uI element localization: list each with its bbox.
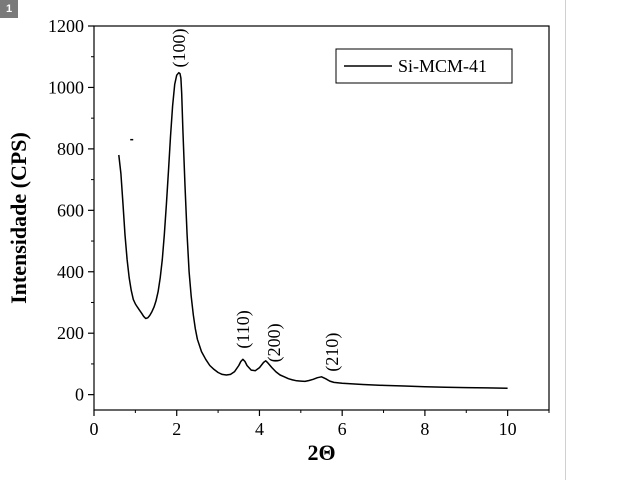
x-tick-label: 8 xyxy=(420,419,429,439)
peak-label: (110) xyxy=(233,310,254,348)
frame-border xyxy=(565,0,566,480)
annotations: (100) (110) (200) (210) xyxy=(169,29,343,372)
y-tick-label: 200 xyxy=(57,323,84,343)
y-axis-title: Intensidade (CPS) xyxy=(6,132,31,304)
y-tick-label: 1200 xyxy=(48,16,84,36)
x-tick-label: 0 xyxy=(90,419,99,439)
figure-number-badge: 1 xyxy=(0,0,18,18)
y-tick-label: 0 xyxy=(75,385,84,405)
x-tick-label: 2 xyxy=(172,419,181,439)
ticks: 0 2 4 6 8 10 0 200 400 600 800 1000 1200 xyxy=(48,16,550,439)
peak-label: (100) xyxy=(169,29,190,68)
series-line-si-mcm-41 xyxy=(118,71,508,389)
x-axis-title: 2Θ xyxy=(307,440,335,465)
y-tick-label: 800 xyxy=(57,139,84,159)
axes xyxy=(93,25,550,411)
y-tick-label: 400 xyxy=(57,262,84,282)
peak-label: (200) xyxy=(264,323,285,362)
y-tick-label: 600 xyxy=(57,200,84,220)
x-tick-label: 6 xyxy=(338,419,347,439)
legend-entry: Si-MCM-41 xyxy=(398,56,487,76)
y-tick-label: 1000 xyxy=(48,77,84,97)
legend: Si-MCM-41 xyxy=(335,48,513,84)
plot-frame xyxy=(93,25,550,411)
x-tick-label: 4 xyxy=(255,419,264,439)
series xyxy=(118,71,508,389)
peak-label: (210) xyxy=(322,333,343,372)
x-tick-label: 10 xyxy=(499,419,517,439)
